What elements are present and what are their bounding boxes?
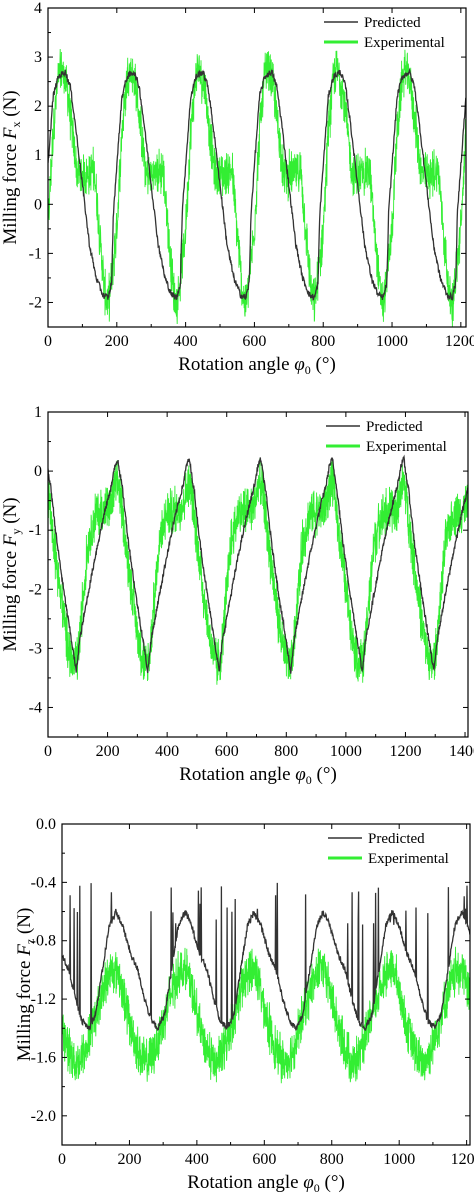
x-tick-label: 0 — [58, 1151, 66, 1168]
y-tick-label: -3 — [29, 640, 42, 657]
y-tick-label: -2.0 — [31, 1108, 56, 1125]
y-tick-label: 0.0 — [36, 816, 56, 833]
y-tick-label: 0 — [34, 196, 42, 213]
series-predicted-line — [48, 67, 466, 301]
y-tick-label: -1.2 — [31, 991, 56, 1008]
y-axis-label: Milling force Fz (N) — [14, 908, 37, 1062]
y-tick-label: -4 — [29, 699, 42, 716]
chart-fy: 0 200 400 600 800 1000 1200 1400 -4 -3 -2 -1 0 1 Rotat… — [0, 404, 474, 787]
x-axis-label: Rotation angle φ0 (°) — [187, 1172, 345, 1195]
y-tick-label: 1 — [34, 404, 42, 421]
legend-label-experimental: Experimental — [364, 35, 445, 51]
x-tick-label: 800 — [311, 333, 335, 350]
y-tick-label: 1 — [34, 147, 42, 164]
x-tick-label: 800 — [274, 743, 298, 760]
x-tick-label: 200 — [96, 743, 120, 760]
y-tick-label: -1 — [29, 522, 42, 539]
chart-fx: 0 200 400 600 800 1000 1200 -2 -1 0 1 2 3 4 Rotation a… — [0, 0, 474, 377]
chart-fz: 0 200 400 600 800 1000 1200 -2.0 -1.6 -1.2 -0.8 -0.… — [14, 816, 474, 1195]
plot-area — [48, 48, 466, 327]
x-tick-label: 1200 — [389, 743, 421, 760]
x-tick-label: 1400 — [449, 743, 474, 760]
y-axis-label: Milling force Fx (N) — [0, 90, 23, 244]
legend-label-experimental: Experimental — [366, 439, 447, 455]
x-tick-label: 1200 — [451, 1151, 474, 1168]
y-tick-label: -2 — [29, 581, 42, 598]
plot-area — [62, 882, 470, 1084]
x-tick-label: 1000 — [376, 333, 408, 350]
series-predicted-line — [48, 454, 468, 674]
y-axis-label: Milling force Fy (N) — [0, 497, 23, 651]
series-experimental-line — [48, 458, 468, 685]
y-tick-label: -1 — [29, 245, 42, 262]
x-tick-label: 600 — [215, 743, 239, 760]
x-tick-label: 400 — [185, 1151, 209, 1168]
legend-label-predicted: Predicted — [364, 15, 421, 31]
y-tick-label: -2 — [29, 294, 42, 311]
y-tick-label: 4 — [34, 0, 42, 17]
plot-area — [48, 454, 468, 685]
x-axis-label: Rotation angle φ0 (°) — [179, 764, 337, 787]
x-tick-label: 400 — [155, 743, 179, 760]
y-tick-label: 2 — [34, 98, 42, 115]
x-tick-label: 1200 — [445, 333, 474, 350]
x-tick-label: 200 — [117, 1151, 141, 1168]
series-experimental-line — [48, 48, 466, 327]
x-tick-label: 800 — [320, 1151, 344, 1168]
y-tick-label: 0 — [34, 463, 42, 480]
x-axis-label: Rotation angle φ0 (°) — [178, 354, 336, 377]
legend-label-predicted: Predicted — [368, 831, 425, 847]
x-tick-label: 0 — [44, 743, 52, 760]
series-experimental-line — [62, 946, 470, 1084]
y-tick-label: -1.6 — [31, 1049, 56, 1066]
series-predicted-line — [62, 882, 470, 1031]
axes-frame — [47, 7, 467, 328]
x-tick-label: 400 — [174, 333, 198, 350]
y-tick-label: -0.4 — [31, 874, 56, 891]
axes-frame — [47, 411, 469, 738]
axes-frame — [61, 823, 471, 1146]
x-tick-label: 1000 — [383, 1151, 415, 1168]
y-tick-label: -0.8 — [31, 933, 56, 950]
x-tick-label: 200 — [105, 333, 129, 350]
legend-label-experimental: Experimental — [368, 851, 449, 867]
x-tick-label: 1000 — [330, 743, 362, 760]
x-tick-label: 600 — [252, 1151, 276, 1168]
x-tick-label: 600 — [242, 333, 266, 350]
legend-label-predicted: Predicted — [366, 419, 423, 435]
y-tick-label: 3 — [34, 49, 42, 66]
x-tick-label: 0 — [44, 333, 52, 350]
